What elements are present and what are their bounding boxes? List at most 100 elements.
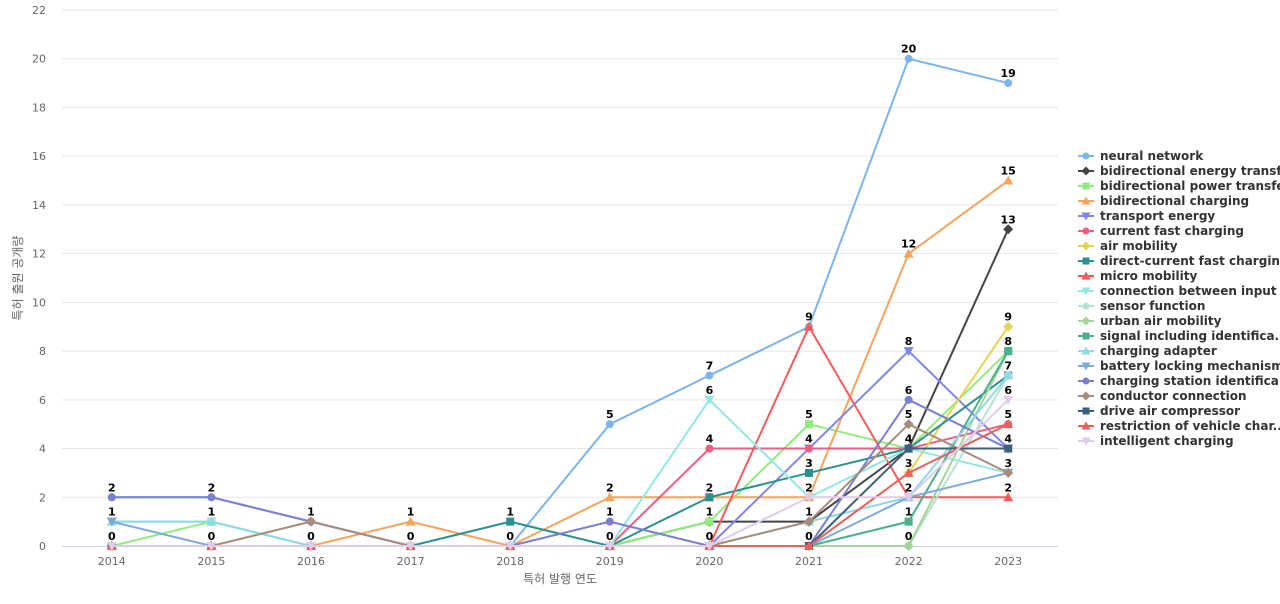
legend-item[interactable]: battery locking mechanism <box>1078 359 1280 373</box>
legend-item[interactable]: micro mobility <box>1078 269 1197 283</box>
legend-label: bidirectional power transfer <box>1100 179 1280 193</box>
legend-item[interactable]: direct-current fast charging <box>1078 254 1280 268</box>
data-label: 0 <box>407 530 415 543</box>
y-tick-label: 8 <box>39 345 46 358</box>
data-point <box>1003 467 1014 478</box>
legend-item[interactable]: urban air mobility <box>1078 314 1222 328</box>
legend-label: drive air compressor <box>1100 404 1240 418</box>
legend-item[interactable]: neural network <box>1078 149 1204 163</box>
legend-label: battery locking mechanism <box>1100 359 1280 373</box>
y-tick-label: 6 <box>39 394 46 407</box>
legend-symbol <box>1081 212 1091 221</box>
data-point <box>1003 370 1014 380</box>
legend-label: urban air mobility <box>1100 314 1222 328</box>
legend-symbol <box>1082 152 1090 160</box>
data-labels: 2102101010105210764210954321020128654321… <box>108 43 1016 543</box>
legend-label: air mobility <box>1100 239 1178 253</box>
data-point <box>705 371 714 380</box>
legend-label: micro mobility <box>1100 269 1197 283</box>
data-point <box>904 395 913 404</box>
grid-lines <box>62 9 1058 498</box>
data-label: 1 <box>706 506 714 519</box>
data-point <box>605 420 614 429</box>
legend-symbol <box>1082 332 1090 340</box>
data-point <box>903 467 914 477</box>
data-point <box>1003 395 1014 405</box>
legend-symbol <box>1082 407 1090 415</box>
legend-label: connection between input <box>1100 284 1277 298</box>
legend-label: restriction of vehicle char... <box>1100 419 1280 433</box>
data-label: 0 <box>208 530 216 543</box>
y-axis-ticks: 0 2 4 6 8 10 12 14 16 18 20 22 <box>32 4 46 553</box>
data-label: 1 <box>307 506 315 519</box>
data-label: 0 <box>805 530 813 543</box>
legend-item[interactable]: intelligent charging <box>1078 434 1234 448</box>
legend-item[interactable]: bidirectional power transfer <box>1078 179 1280 193</box>
legend-item[interactable]: bidirectional charging <box>1078 194 1249 208</box>
legend-symbol <box>1082 227 1090 235</box>
data-point <box>506 517 515 526</box>
data-point <box>505 542 516 551</box>
x-tick-label: 2016 <box>297 555 325 568</box>
data-label: 1 <box>805 506 813 519</box>
data-label: 2 <box>706 481 714 494</box>
legend-item[interactable]: current fast charging <box>1078 224 1244 238</box>
data-label: 0 <box>307 530 315 543</box>
legend-symbol <box>1081 287 1091 296</box>
legend-item[interactable]: sensor function <box>1078 299 1205 313</box>
data-label: 2 <box>606 481 614 494</box>
x-axis-title: 특허 발행 연도 <box>523 571 597 586</box>
series-10 <box>107 371 1013 550</box>
data-label: 5 <box>606 408 614 421</box>
data-label: 3 <box>905 457 913 470</box>
data-point <box>405 516 416 526</box>
series-line <box>111 374 1009 547</box>
data-point <box>804 321 814 331</box>
legend-item[interactable]: signal including identifica... <box>1078 329 1280 343</box>
data-point <box>1003 321 1014 332</box>
data-point <box>704 542 715 551</box>
data-label: 9 <box>805 311 813 324</box>
data-point <box>903 493 914 503</box>
data-point <box>207 493 216 502</box>
data-label: 5 <box>905 408 913 421</box>
legend-label: bidirectional charging <box>1100 194 1249 208</box>
data-point <box>106 542 117 551</box>
legend-item[interactable]: drive air compressor <box>1078 404 1240 418</box>
legend-symbol <box>1081 391 1091 401</box>
legend-item[interactable]: transport energy <box>1078 209 1215 223</box>
legend-symbol <box>1081 421 1091 430</box>
data-label: 7 <box>1004 359 1012 372</box>
data-point <box>705 444 714 453</box>
legend-label: direct-current fast charging <box>1100 254 1280 268</box>
series-7 <box>107 371 1013 550</box>
data-point <box>106 517 117 527</box>
legend-item[interactable]: air mobility <box>1078 239 1178 253</box>
data-label: 1 <box>407 506 415 519</box>
legend-item[interactable]: charging adapter <box>1078 344 1217 358</box>
legend-item[interactable]: charging station identifica... <box>1078 374 1280 388</box>
data-label: 8 <box>905 335 913 348</box>
legend-symbol <box>1081 271 1091 280</box>
data-label: 0 <box>706 530 714 543</box>
data-point <box>804 541 814 550</box>
data-point <box>405 542 416 551</box>
data-label: 13 <box>1001 213 1016 226</box>
data-point <box>306 516 316 527</box>
legend-item[interactable]: bidirectional energy transfer <box>1078 164 1280 178</box>
legend-item[interactable]: connection between input <box>1078 284 1277 298</box>
data-label: 2 <box>208 481 216 494</box>
x-tick-label: 2020 <box>695 555 723 568</box>
data-label: 9 <box>1004 311 1012 324</box>
data-label: 4 <box>1004 433 1012 446</box>
legend-item[interactable]: conductor connection <box>1078 389 1247 403</box>
x-tick-label: 2022 <box>895 555 923 568</box>
legend-symbol <box>1081 316 1091 326</box>
data-point <box>903 419 914 430</box>
legend-item[interactable]: restriction of vehicle char... <box>1078 419 1280 433</box>
x-tick-label: 2014 <box>98 555 126 568</box>
data-label: 1 <box>606 506 614 519</box>
y-tick-label: 20 <box>32 53 46 66</box>
legend-symbol <box>1082 377 1090 385</box>
